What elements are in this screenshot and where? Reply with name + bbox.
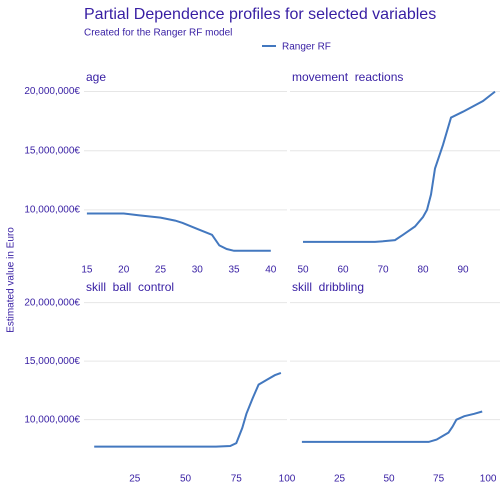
x-tick-label: 15	[81, 265, 93, 276]
x-tick-label: 50	[297, 265, 309, 276]
line-series	[86, 212, 271, 252]
x-tick-label: 25	[129, 474, 141, 485]
panel-title: age	[86, 70, 106, 84]
chart-title: Partial Dependence profiles for selected…	[84, 6, 436, 23]
line-series	[94, 371, 282, 448]
x-tick-label: 25	[334, 474, 346, 485]
x-tick-label: 50	[383, 474, 395, 485]
x-tick-label: 80	[417, 265, 429, 276]
x-tick-label: 35	[228, 265, 240, 276]
x-tick-label: 100	[480, 474, 497, 485]
y-tick-label: 20,000,000€	[24, 86, 80, 97]
x-tick-label: 60	[337, 265, 349, 276]
panel-title: skill ball control	[86, 280, 174, 294]
x-tick-label: 30	[192, 265, 204, 276]
panel-title: skill dribbling	[292, 280, 364, 294]
y-tick-label: 10,000,000€	[24, 414, 80, 425]
x-tick-label: 90	[457, 265, 469, 276]
x-tick-label: 25	[155, 265, 167, 276]
x-tick-label: 70	[377, 265, 389, 276]
line-series	[301, 410, 483, 443]
x-tick-label: 50	[180, 474, 192, 485]
legend-label: Ranger RF	[282, 42, 331, 53]
x-tick-label: 75	[433, 474, 445, 485]
line-series	[303, 90, 496, 243]
y-tick-label: 10,000,000€	[24, 205, 80, 216]
x-tick-label: 100	[279, 474, 296, 485]
panel-title: movement reactions	[292, 70, 403, 84]
chart-subtitle: Created for the Ranger RF model	[84, 28, 232, 39]
y-tick-label: 20,000,000€	[24, 297, 80, 308]
y-tick-label: 15,000,000€	[24, 145, 80, 156]
y-tick-label: 15,000,000€	[24, 356, 80, 367]
x-tick-label: 40	[265, 265, 277, 276]
x-tick-label: 20	[118, 265, 130, 276]
x-tick-label: 75	[231, 474, 243, 485]
y-axis-label: Estimated value in Euro	[6, 227, 17, 333]
